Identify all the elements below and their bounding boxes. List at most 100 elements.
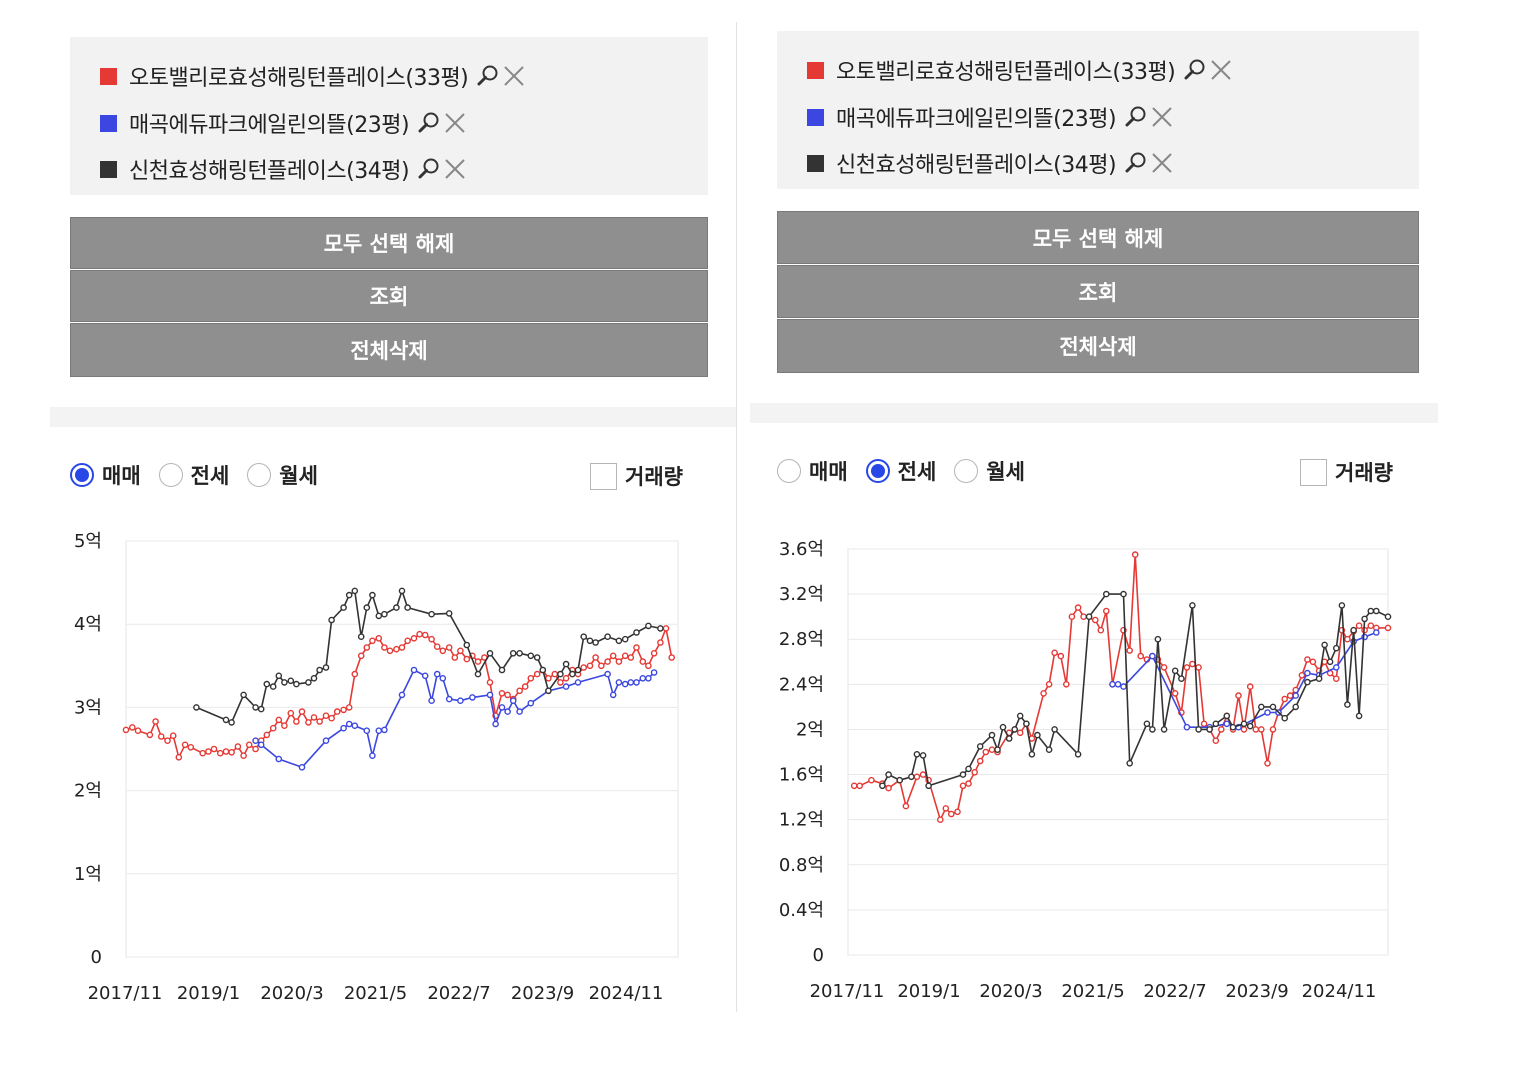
data-point: [439, 675, 447, 682]
data-point: [345, 704, 353, 711]
radio-circle[interactable]: [70, 463, 94, 487]
data-point: [439, 647, 447, 655]
series-2: [879, 590, 1392, 790]
data-point: [316, 718, 323, 725]
data-point: [1246, 722, 1254, 730]
search-icon[interactable]: [476, 64, 500, 88]
deselect-all-button[interactable]: 모두 선택 해제: [70, 217, 708, 269]
data-point: [1023, 720, 1030, 728]
data-point: [936, 816, 944, 824]
data-point: [1258, 703, 1265, 711]
data-point: [1109, 681, 1116, 688]
data-point: [398, 587, 406, 595]
search-icon[interactable]: [1124, 105, 1148, 129]
x-tick-label: 2019/1: [177, 983, 240, 1004]
radio-label: 전세: [190, 464, 230, 488]
data-point: [210, 745, 218, 753]
legend-name: 매곡에듀파크에일린의뜰(23평): [129, 113, 410, 138]
data-point: [316, 666, 323, 674]
legend-item: 신천효성해링턴플레이스(34평): [100, 154, 467, 184]
legend-name: 신천효성해링턴플레이스(34평): [836, 153, 1117, 178]
data-point: [586, 637, 594, 645]
data-point: [965, 765, 972, 773]
search-icon[interactable]: [1124, 151, 1148, 175]
close-icon[interactable]: [1150, 151, 1174, 175]
search-button[interactable]: 조회: [777, 265, 1419, 318]
data-point: [562, 660, 570, 668]
radio-circle[interactable]: [247, 463, 272, 487]
data-point: [1384, 613, 1392, 621]
data-point: [1171, 667, 1179, 675]
x-tick-label: 2022/7: [427, 983, 490, 1004]
data-point: [1344, 701, 1351, 708]
legend-swatch-red: [807, 61, 824, 79]
data-point: [994, 746, 1001, 754]
radio-monthly[interactable]: 월세: [954, 456, 1025, 486]
search-button[interactable]: 조회: [70, 270, 708, 322]
y-tick-label: 2억: [74, 781, 102, 802]
search-icon[interactable]: [417, 111, 441, 135]
radio-circle[interactable]: [158, 463, 183, 487]
radio-label: 월세: [986, 460, 1025, 484]
data-point: [199, 749, 206, 757]
data-point: [965, 780, 972, 787]
radio-sale[interactable]: 매매: [777, 456, 848, 486]
legend-item: 신천효성해링턴플레이스(34평): [807, 148, 1174, 178]
data-point: [474, 670, 482, 678]
series-line: [881, 593, 1389, 787]
data-point: [1045, 746, 1053, 754]
data-point: [257, 705, 265, 713]
data-point: [445, 695, 453, 703]
data-point: [1016, 712, 1024, 720]
volume-checkbox[interactable]: [1300, 458, 1327, 486]
volume-checkbox[interactable]: [590, 462, 617, 490]
close-icon[interactable]: [1209, 58, 1233, 82]
radio-sale[interactable]: 매매: [70, 460, 141, 490]
data-point: [1149, 652, 1156, 660]
data-point: [1114, 681, 1122, 688]
delete-all-button[interactable]: 전체삭제: [70, 323, 708, 377]
data-point: [263, 731, 271, 739]
radio-circle[interactable]: [777, 459, 801, 483]
close-icon[interactable]: [502, 64, 526, 88]
data-point: [298, 708, 306, 715]
delete-all-button[interactable]: 전체삭제: [777, 319, 1419, 373]
data-point: [375, 635, 383, 642]
data-point: [615, 637, 623, 645]
data-point: [369, 591, 376, 599]
data-point: [1229, 723, 1237, 731]
x-tick-label: 2017/11: [810, 981, 885, 1002]
data-point: [281, 679, 288, 686]
data-point: [410, 635, 418, 642]
panel-divider: [736, 22, 737, 1012]
data-point: [1373, 607, 1380, 615]
data-point: [228, 719, 235, 726]
data-point: [1361, 615, 1368, 623]
data-point: [621, 652, 629, 660]
y-tick-label: 0.4억: [779, 900, 824, 921]
deselect-all-button[interactable]: 모두 선택 해제: [777, 211, 1419, 264]
data-point: [340, 724, 347, 732]
search-icon[interactable]: [417, 157, 441, 181]
data-point: [404, 637, 411, 645]
volume-checkbox-group[interactable]: 거래량: [590, 461, 683, 491]
radio-monthly[interactable]: 월세: [247, 460, 318, 490]
data-point: [580, 633, 588, 641]
close-icon[interactable]: [443, 157, 467, 181]
data-point: [562, 683, 570, 690]
close-icon[interactable]: [1150, 105, 1174, 129]
search-icon[interactable]: [1183, 58, 1207, 82]
radio-jeonse[interactable]: 전세: [158, 460, 230, 490]
radio-circle[interactable]: [865, 459, 890, 483]
data-point: [1189, 660, 1196, 668]
radio-circle[interactable]: [954, 459, 979, 483]
data-point: [885, 771, 892, 778]
x-tick-label: 2024/11: [1302, 981, 1377, 1002]
close-icon[interactable]: [443, 111, 467, 135]
data-point: [657, 625, 664, 632]
volume-checkbox-group[interactable]: 거래량: [1300, 457, 1393, 487]
data-point: [1154, 635, 1162, 643]
radio-jeonse[interactable]: 전세: [865, 456, 936, 486]
data-point: [275, 755, 283, 763]
data-point: [1183, 664, 1191, 671]
